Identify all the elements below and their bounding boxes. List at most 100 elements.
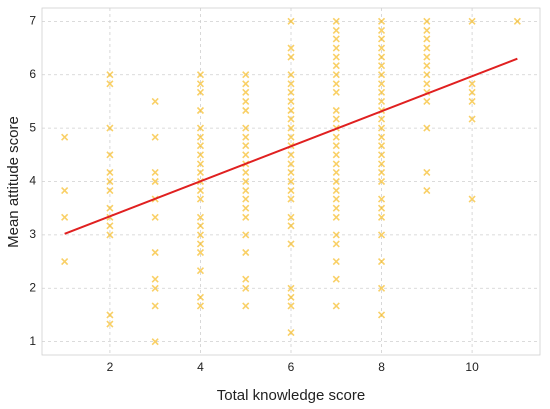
point <box>287 284 295 292</box>
point <box>151 248 159 257</box>
point <box>287 71 295 79</box>
point <box>106 204 114 212</box>
point <box>377 17 386 25</box>
point <box>106 231 114 239</box>
point <box>423 97 431 105</box>
fit-line <box>64 57 518 235</box>
point <box>196 124 205 132</box>
point <box>377 124 386 132</box>
y-axis-title: Mean attitude score <box>5 116 22 248</box>
x-tick-label: 6 <box>288 360 295 374</box>
point <box>423 44 431 52</box>
point <box>377 284 386 292</box>
point <box>423 80 431 88</box>
point <box>332 35 340 43</box>
point <box>332 195 340 203</box>
point <box>106 124 114 132</box>
point <box>332 133 340 141</box>
point <box>423 168 431 176</box>
point <box>377 44 386 52</box>
x-tick-label: 2 <box>107 360 114 374</box>
point <box>332 204 340 212</box>
point <box>242 177 250 186</box>
y-tick-label: 4 <box>29 174 36 188</box>
point <box>332 71 340 79</box>
point <box>377 151 386 159</box>
point <box>287 133 295 141</box>
point <box>287 168 295 176</box>
point <box>196 213 205 221</box>
point <box>423 62 431 70</box>
point <box>196 195 205 203</box>
point <box>151 275 159 283</box>
point <box>332 302 340 310</box>
point <box>423 35 431 43</box>
point <box>287 240 295 248</box>
point <box>332 142 340 150</box>
point <box>423 26 431 34</box>
point <box>287 195 295 203</box>
point <box>423 53 431 61</box>
point <box>196 133 205 141</box>
point <box>468 17 476 25</box>
point <box>242 195 250 203</box>
point <box>332 17 340 25</box>
point <box>242 275 250 283</box>
point <box>423 17 431 25</box>
point <box>332 258 340 266</box>
point <box>332 177 340 186</box>
point <box>61 133 69 141</box>
point <box>287 177 295 186</box>
point <box>287 124 295 132</box>
point <box>287 44 295 52</box>
point <box>151 338 159 346</box>
point <box>196 240 205 248</box>
point <box>242 187 250 195</box>
point <box>196 160 205 168</box>
point <box>332 168 340 176</box>
point <box>242 88 250 96</box>
point <box>106 187 114 195</box>
point <box>513 17 521 25</box>
point <box>287 106 295 115</box>
point <box>196 302 205 310</box>
y-tick-label: 1 <box>29 334 36 348</box>
point <box>377 62 386 70</box>
point <box>377 26 386 34</box>
point <box>196 106 205 115</box>
point <box>151 97 159 105</box>
point <box>61 187 69 195</box>
y-tick-label: 2 <box>29 280 36 294</box>
point <box>242 124 250 132</box>
point <box>423 124 431 132</box>
point <box>332 88 340 96</box>
point <box>287 88 295 96</box>
point <box>106 80 114 88</box>
point <box>332 151 340 159</box>
point <box>468 88 476 96</box>
point <box>242 302 250 310</box>
point <box>196 293 205 301</box>
point <box>242 151 250 159</box>
point <box>287 97 295 105</box>
point <box>242 80 250 88</box>
point <box>287 302 295 310</box>
point <box>468 80 476 88</box>
point <box>196 267 205 275</box>
point <box>332 53 340 61</box>
point <box>287 293 295 301</box>
point <box>287 329 295 337</box>
point <box>287 222 295 230</box>
point <box>196 248 205 257</box>
point <box>242 106 250 115</box>
point <box>106 71 114 79</box>
point <box>242 231 250 239</box>
point <box>61 213 69 221</box>
point <box>377 80 386 88</box>
point <box>287 53 295 61</box>
point <box>332 80 340 88</box>
point <box>242 71 250 79</box>
point <box>287 160 295 168</box>
point <box>106 222 114 230</box>
